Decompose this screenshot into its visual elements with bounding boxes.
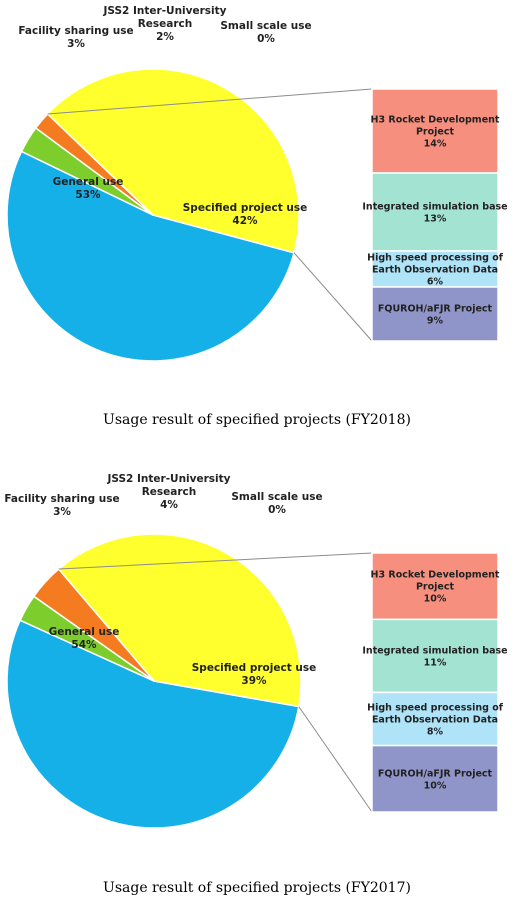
slice-label-facility-sharing-use-line: Facility sharing use [18,25,133,37]
breakdown-bar-fquroh-afjr-project [371,744,499,813]
slice-label-small-scale-use: Small scale use 0% [231,491,322,516]
slice-label-jss2-inter-university-research-line: Research [138,18,193,30]
breakdown-label-high-speed-processing-of-earth-observation-data: High speed processing of Earth Observatio… [367,703,504,738]
pie-slice-general-use [6,619,300,829]
breakdown-bar-integrated-simulation-base [371,172,499,252]
connector-line-bottom [298,706,373,813]
breakdown-label-h3-rocket-development-project-line: 10% [424,594,447,605]
slice-label-small-scale-use-line: Small scale use [220,20,311,32]
pie-slice-specified-project-use [46,68,300,254]
breakdown-label-integrated-simulation-base: Integrated simulation base 13% [362,202,507,225]
slice-label-specified-project-use-line: 39% [241,675,267,687]
breakdown-label-h3-rocket-development-project-line: Project [416,582,455,593]
slice-label-facility-sharing-use: Facility sharing use 3% [4,493,119,518]
slice-label-general-use-line: 53% [75,189,101,201]
slice-label-jss2-inter-university-research-line: Research [142,486,197,498]
slice-label-specified-project-use: Specified project use 42% [183,202,307,227]
slice-label-general-use: General use 53% [53,176,124,201]
slice-label-general-use-line: General use [53,176,124,188]
slice-label-small-scale-use-line: Small scale use [231,491,322,503]
breakdown-label-fquroh-afjr-project-line: FQUROH/aFJR Project [378,304,493,315]
slice-label-facility-sharing-use-line: Facility sharing use [4,493,119,505]
breakdown-label-high-speed-processing-of-earth-observation-data-line: High speed processing of [367,703,504,714]
breakdown-label-high-speed-processing-of-earth-observation-data-line: 6% [427,277,444,288]
pie-of-bar-chart-fy2017: H3 Rocket Development Project 10%Integrate… [4,473,508,829]
breakdown-bar-fquroh-afjr-project [371,286,499,342]
connector-line-top [58,552,373,570]
breakdown-label-high-speed-processing-of-earth-observation-data-line: 8% [427,727,444,738]
breakdown-label-high-speed-processing-of-earth-observation-data: High speed processing of Earth Observatio… [367,253,504,288]
breakdown-label-integrated-simulation-base-line: 11% [424,657,447,668]
breakdown-label-h3-rocket-development-project-line: 14% [424,139,447,150]
slice-label-general-use-line: General use [49,626,120,638]
slice-label-small-scale-use: Small scale use 0% [220,20,311,45]
breakdown-label-fquroh-afjr-project-line: 9% [427,316,444,327]
breakdown-label-integrated-simulation-base-line: Integrated simulation base [362,645,507,656]
breakdown-label-integrated-simulation-base-line: Integrated simulation base [362,202,507,213]
breakdown-label-high-speed-processing-of-earth-observation-data-line: Earth Observation Data [372,265,498,276]
pie-slice-general-use [6,150,295,362]
breakdown-label-high-speed-processing-of-earth-observation-data-line: High speed processing of [367,253,504,264]
breakdown-label-fquroh-afjr-project-line: FQUROH/aFJR Project [378,768,493,779]
breakdown-label-integrated-simulation-base-line: 13% [424,214,447,225]
breakdown-label-h3-rocket-development-project: H3 Rocket Development Project 10% [371,570,500,605]
breakdown-bar-h3-rocket-development-project [371,552,499,621]
slice-label-specified-project-use-line: Specified project use [183,202,307,214]
pie-slice-specified-project-use [57,533,302,708]
breakdown-label-h3-rocket-development-project-line: Project [416,127,455,138]
chart-panel-fy2018: H3 Rocket Development Project 14% Integrate… [0,0,514,440]
pie-of-bar-chart-fy2018: H3 Rocket Development Project 14% Integrate… [6,5,508,362]
slice-label-specified-project-use: Specified project use 39% [192,662,316,687]
connector-line-bottom [293,252,373,342]
slice-label-facility-sharing-use: Facility sharing use 3% [18,25,133,50]
slice-label-jss2-inter-university-research-line: 2% [156,31,174,43]
slice-label-specified-project-use-line: 42% [232,215,258,227]
connector-line-top [47,88,373,115]
breakdown-label-h3-rocket-development-project: H3 Rocket Development Project 14% [371,115,500,150]
breakdown-label-integrated-simulation-base: Integrated simulation base 11% [362,645,507,668]
slice-label-jss2-inter-university-research: JSS2 Inter-University Research 4% [106,473,230,511]
breakdown-bar-high-speed-processing-of-earth-observation-data [371,691,499,747]
chart-caption-fy2017: Usage result of specified projects (FY20… [103,880,411,896]
slice-label-jss2-inter-university-research-line: 4% [160,499,178,511]
slice-label-facility-sharing-use-line: 3% [53,506,71,518]
slice-label-jss2-inter-university-research-line: JSS2 Inter-University [106,473,230,485]
breakdown-label-fquroh-afjr-project: FQUROH/aFJR Project 9% [378,304,493,327]
slice-label-facility-sharing-use-line: 3% [67,38,85,50]
slice-label-jss2-inter-university-research: JSS2 Inter-University Research 2% [102,5,226,43]
breakdown-label-fquroh-afjr-project-line: 10% [424,780,447,791]
breakdown-label-high-speed-processing-of-earth-observation-data-line: Earth Observation Data [372,715,498,726]
chart-caption-fy2018: Usage result of specified projects (FY20… [103,412,411,428]
slice-label-specified-project-use-line: Specified project use [192,662,316,674]
slice-label-general-use: General use 54% [49,626,120,651]
slice-label-small-scale-use-line: 0% [257,33,275,45]
breakdown-label-fquroh-afjr-project: FQUROH/aFJR Project 10% [378,768,493,791]
slice-label-small-scale-use-line: 0% [268,504,286,516]
slice-label-general-use-line: 54% [71,639,97,651]
breakdown-label-h3-rocket-development-project-line: H3 Rocket Development [371,115,500,126]
breakdown-label-h3-rocket-development-project-line: H3 Rocket Development [371,570,500,581]
chart-panel-fy2017: H3 Rocket Development Project 10% Integrate… [0,466,514,906]
slice-label-jss2-inter-university-research-line: JSS2 Inter-University [102,5,226,17]
